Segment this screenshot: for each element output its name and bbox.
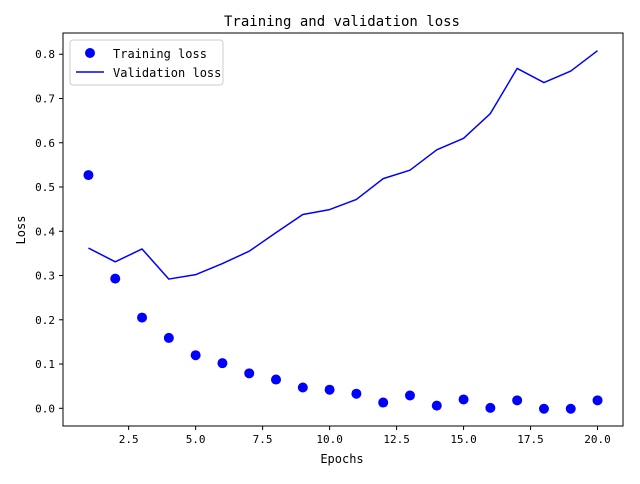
y-tick-label: 0.4	[35, 225, 55, 238]
legend-label-training: Training loss	[113, 47, 207, 61]
y-axis-label: Loss	[14, 216, 28, 245]
training-loss-point	[83, 170, 94, 181]
x-tick-label: 20.0	[584, 433, 611, 446]
legend: Training loss Validation loss	[69, 39, 224, 86]
legend-box	[69, 39, 224, 86]
y-tick-label: 0.7	[35, 93, 55, 106]
y-tick-label: 0.6	[35, 137, 55, 150]
y-tick-label: 0.1	[35, 358, 55, 371]
training-loss-point	[324, 384, 335, 395]
legend-marker-training	[85, 48, 95, 58]
training-loss-point	[351, 388, 362, 399]
x-tick-label: 5.0	[186, 433, 206, 446]
x-axis-label: Epochs	[320, 452, 363, 466]
x-tick-label: 10.0	[316, 433, 343, 446]
y-tick-label: 0.0	[35, 402, 55, 415]
y-tick-label: 0.8	[35, 48, 55, 61]
x-tick-label: 15.0	[450, 433, 477, 446]
plot-frame	[62, 32, 624, 427]
training-loss-point	[244, 368, 255, 379]
training-loss-point	[458, 394, 469, 405]
chart-title: Training and validation loss	[224, 14, 460, 30]
y-axis-ticks: 0.0 0.1 0.2 0.3 0.4 0.5 0.6 0.7 0.8	[35, 48, 63, 415]
training-loss-point	[163, 332, 174, 343]
training-loss-point	[538, 403, 549, 414]
y-tick-label: 0.2	[35, 314, 55, 327]
x-tick-label: 2.5	[119, 433, 139, 446]
training-loss-point	[297, 382, 308, 393]
training-loss-point	[137, 312, 148, 323]
training-loss-point	[565, 403, 576, 414]
x-axis-ticks: 2.5 5.0 7.5 10.0 12.5 15.0 17.5 20.0	[119, 426, 611, 446]
training-loss-point	[431, 400, 442, 411]
training-loss-point	[271, 374, 282, 385]
x-tick-label: 7.5	[253, 433, 273, 446]
training-loss-point	[217, 358, 228, 369]
training-loss-point	[404, 390, 415, 401]
plot-area	[63, 33, 623, 426]
validation-loss-line	[88, 50, 598, 280]
x-tick-label: 12.5	[383, 433, 410, 446]
training-loss-point	[592, 395, 603, 406]
training-loss-point	[512, 395, 523, 406]
training-loss-point	[110, 273, 121, 284]
training-loss-point	[190, 350, 201, 361]
training-loss-point	[485, 402, 496, 413]
y-tick-label: 0.3	[35, 270, 55, 283]
x-tick-label: 17.5	[517, 433, 544, 446]
y-tick-label: 0.5	[35, 181, 55, 194]
legend-label-validation: Validation loss	[113, 66, 221, 80]
series-layer	[83, 50, 603, 414]
training-loss-point	[378, 397, 389, 408]
